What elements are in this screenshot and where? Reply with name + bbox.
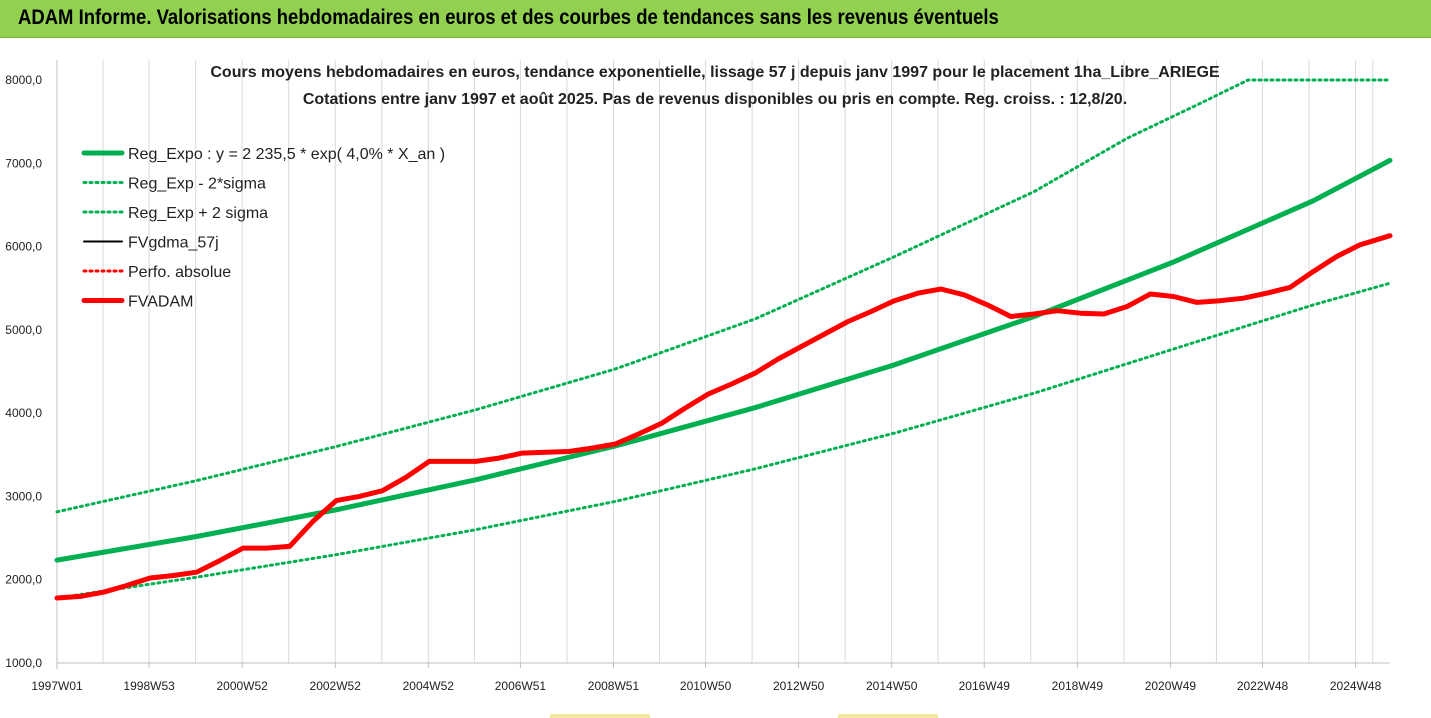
x-tick-label: 2020W49: [1145, 679, 1197, 693]
x-tick-label: 2000W52: [216, 679, 268, 693]
x-tick-label: 2022W48: [1237, 679, 1289, 693]
grid: [102, 60, 1374, 663]
x-tick-label: 2006W51: [495, 679, 547, 693]
y-tick-label: 6000,0: [5, 240, 42, 254]
x-tick-label: 2018W49: [1052, 679, 1104, 693]
y-tick-label: 8000,0: [5, 73, 42, 87]
bottom-tab-1: [550, 714, 650, 718]
series-group: [54, 78, 1393, 601]
bottom-tab-2: [838, 714, 938, 718]
legend-label: FVADAM: [128, 294, 193, 311]
series-line-0: [54, 157, 1393, 563]
legend-label: Perfo. absolue: [128, 264, 231, 281]
x-tick-label: 2012W50: [773, 679, 825, 693]
x-tick-label: 2004W52: [403, 679, 455, 693]
y-tick-label: 7000,0: [5, 156, 42, 170]
series-line-5: [54, 233, 1393, 601]
chart-title: Cours moyens hebdomadaires en euros, ten…: [210, 64, 1220, 81]
chart-title-group: Cours moyens hebdomadaires en euros, ten…: [210, 64, 1220, 108]
y-tick-label: 3000,0: [5, 489, 42, 503]
chart-background: [0, 38, 1431, 718]
series-line-1: [55, 281, 1392, 600]
y-tick-label: 4000,0: [5, 406, 42, 420]
legend-label: Reg_Expo : y = 2 235,5 * exp( 4,0% * X_a…: [128, 146, 445, 163]
legend-label: FVgdma_57j: [128, 235, 219, 252]
x-tick-label: 2008W51: [588, 679, 640, 693]
y-tick-label: 1000,0: [5, 656, 42, 670]
x-tick-label: 2014W50: [866, 679, 918, 693]
y-tick-label: 5000,0: [5, 323, 42, 337]
axes: 1000,0 2000,0 3000,0 4000,0 5000,0 6000,0 7000…: [5, 60, 1390, 693]
chart-subtitle: Cotations entre janv 1997 et août 2025. …: [303, 91, 1127, 108]
legend: Reg_Expo : y = 2 235,5 * exp( 4,0% * X_a…: [81, 146, 445, 311]
x-tick-label: 2016W49: [959, 679, 1011, 693]
title-banner: ADAM Informe. Valorisations hebdomadaire…: [0, 0, 1431, 38]
y-tick-label: 2000,0: [5, 573, 42, 587]
x-tick-label: 1998W53: [123, 679, 175, 693]
x-tick-label: 1997W01: [31, 679, 83, 693]
series-line-2: [55, 78, 1392, 514]
x-tick-label: 2002W52: [310, 679, 362, 693]
banner-title: ADAM Informe. Valorisations hebdomadaire…: [18, 6, 999, 29]
legend-label: Reg_Exp - 2*sigma: [128, 176, 266, 193]
x-tick-label: 2024W48: [1330, 679, 1382, 693]
x-tick-label: 2010W50: [680, 679, 732, 693]
legend-label: Reg_Exp + 2 sigma: [128, 205, 268, 222]
line-chart: 1000,0 2000,0 3000,0 4000,0 5000,0 6000,0 7000…: [0, 38, 1431, 718]
